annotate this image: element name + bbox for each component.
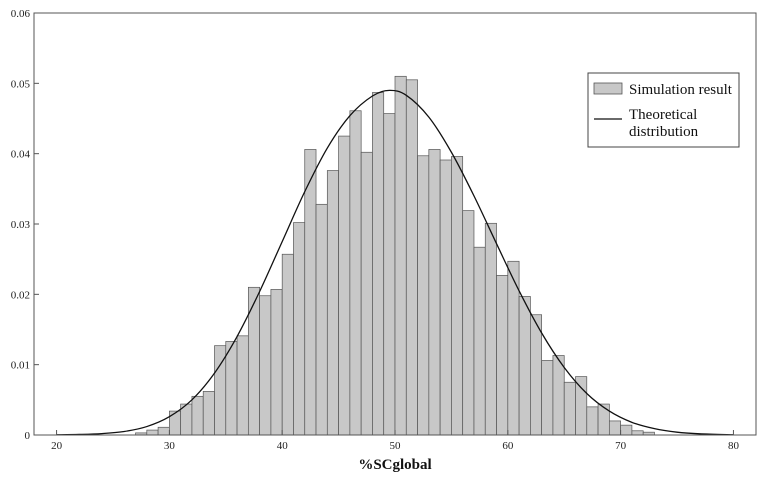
histogram-bar — [304, 149, 317, 436]
legend-label-theoretical: Theoretical distribution — [629, 107, 699, 140]
histogram-bar — [281, 253, 294, 436]
histogram-bar — [394, 75, 407, 436]
histogram-bar — [146, 429, 159, 436]
histogram-bar — [473, 246, 486, 436]
histogram-bar — [405, 79, 418, 436]
histogram-bar — [236, 335, 249, 436]
legend: Simulation result Theoretical distributio… — [587, 72, 740, 148]
y-tick-label: 0.03 — [11, 219, 31, 231]
x-tick-label: 30 — [164, 440, 176, 452]
histogram-bar — [530, 314, 543, 436]
histogram-bar — [326, 170, 339, 436]
y-tick-label: 0.01 — [11, 360, 30, 372]
histogram-bar — [247, 286, 260, 436]
histogram-bar — [462, 210, 475, 436]
legend-swatch-simulation — [593, 82, 623, 95]
histogram-bar — [631, 430, 644, 436]
x-tick-label: 70 — [615, 440, 627, 452]
histogram-bar — [202, 391, 215, 436]
histogram-bar — [270, 289, 283, 436]
histogram-bar — [597, 403, 610, 436]
x-tick-label: 40 — [277, 440, 289, 452]
histogram-bar — [349, 110, 362, 436]
histogram-bar — [608, 420, 621, 436]
histogram-bar — [338, 135, 351, 436]
histogram-bar — [586, 406, 599, 436]
histogram-bar — [575, 376, 588, 436]
histogram-bar — [315, 203, 328, 436]
x-tick-label: 50 — [390, 440, 402, 452]
x-axis-title: %SCglobal — [358, 457, 431, 473]
histogram-bar — [451, 156, 464, 436]
histogram-bar — [169, 410, 182, 436]
x-tick-label: 80 — [728, 440, 740, 452]
histogram-bar — [259, 295, 272, 436]
y-axis-ticks: 0 0.01 0.02 0.03 0.04 0.05 0.06 — [11, 8, 39, 442]
y-tick-label: 0.04 — [11, 149, 31, 161]
histogram-bar — [484, 222, 497, 436]
histogram-bar — [620, 424, 633, 436]
histogram-bar — [225, 341, 238, 436]
histogram-bar — [293, 222, 306, 436]
histogram-bar — [552, 355, 565, 436]
histogram-bar — [417, 155, 430, 436]
histogram-bar — [541, 360, 554, 436]
histogram-bar — [157, 426, 170, 436]
y-tick-label: 0 — [25, 430, 31, 442]
histogram-bar — [496, 274, 509, 436]
histogram-bar — [191, 395, 204, 436]
y-tick-label: 0.05 — [11, 78, 31, 90]
histogram-bar — [518, 296, 531, 436]
histogram-bar — [372, 92, 385, 436]
x-tick-label: 60 — [502, 440, 514, 452]
histogram-bar — [428, 149, 441, 436]
histogram-bar — [439, 159, 452, 436]
theoretical-distribution-curve — [56, 89, 734, 436]
histogram-bar — [563, 381, 576, 436]
y-tick-label: 0.02 — [11, 289, 30, 301]
x-tick-label: 20 — [51, 440, 63, 452]
y-tick-label: 0.06 — [11, 8, 31, 20]
legend-label-simulation: Simulation result — [629, 82, 733, 98]
histogram-bar — [383, 113, 396, 436]
histogram-bar — [360, 151, 373, 436]
x-axis-ticks: 20 30 40 50 60 70 80 — [51, 430, 739, 452]
